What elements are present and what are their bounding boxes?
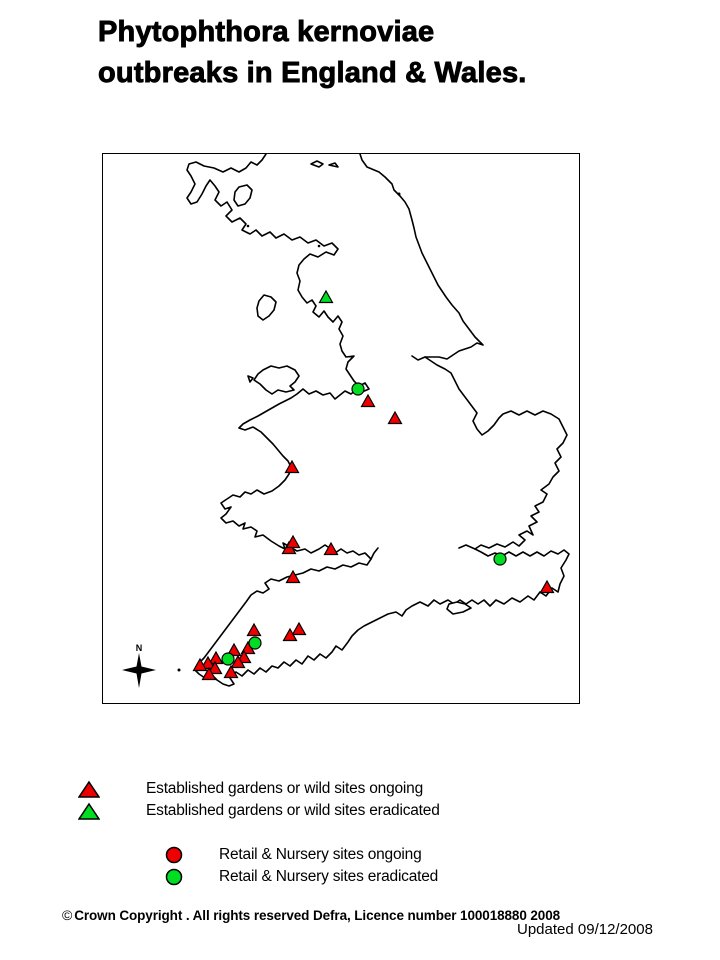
updated-date: Updated 09/12/2008 <box>517 921 653 938</box>
coastline <box>186 154 570 687</box>
legend-triangle-green-icon <box>78 802 100 820</box>
marker-triangle-ongoing <box>201 666 217 681</box>
marker-triangle-ongoing <box>291 621 307 636</box>
marker-triangle-ongoing <box>285 569 301 584</box>
marker-triangle-ongoing <box>282 627 298 642</box>
legend-label: Established gardens or wild sites ongoin… <box>146 780 423 797</box>
coastline-mainland <box>186 154 570 687</box>
legend-circle-red-icon <box>165 846 183 864</box>
holy-island <box>247 375 254 383</box>
marker-triangle-ongoing <box>200 655 216 670</box>
anglesey <box>253 365 300 395</box>
marker-triangle-ongoing <box>208 650 224 665</box>
map-frame: N <box>102 153 580 704</box>
marker-circle-eradicated <box>221 652 235 666</box>
legend-item-established-eradicated: Established gardens or wild sites eradic… <box>78 801 440 821</box>
marker-triangle-ongoing <box>246 622 262 637</box>
marker-triangle-ongoing <box>236 649 252 664</box>
island-dot <box>177 668 181 672</box>
marker-circle-eradicated <box>248 636 262 650</box>
legend-item-retail-ongoing: Retail & Nursery sites ongoing <box>163 845 422 865</box>
legend-circle-green-icon <box>165 868 183 886</box>
map-svg: N <box>122 154 570 688</box>
humber-river <box>411 355 426 361</box>
marker-triangle-eradicated <box>318 289 334 304</box>
legend-triangle-red-icon <box>78 780 100 798</box>
copyright-icon: © <box>62 907 73 923</box>
copyright-line: © Crown Copyright . All rights reserved D… <box>62 907 560 923</box>
island-dot <box>246 224 250 228</box>
marker-triangle-ongoing <box>192 657 208 672</box>
forth-coast-fragment <box>310 160 339 168</box>
title-line-1: Phytophthora kernoviae <box>98 16 435 49</box>
marker-triangle-ongoing <box>223 664 239 679</box>
marker-triangle-ongoing <box>230 654 246 669</box>
legend-label: Retail & Nursery sites eradicated <box>219 868 439 885</box>
page-title: Phytophthora kernoviae outbreaks in Engla… <box>98 12 527 94</box>
legend-label: Retail & Nursery sites ongoing <box>219 846 422 863</box>
small-islands <box>177 192 401 672</box>
map-markers <box>192 289 555 681</box>
island-dot <box>317 244 321 248</box>
marker-triangle-ongoing <box>360 393 376 408</box>
compass-north-label: N <box>136 643 143 653</box>
compass-rose: N <box>122 643 156 688</box>
island-dot <box>397 192 401 196</box>
marker-circle-eradicated <box>351 382 365 396</box>
legend-label: Established gardens or wild sites eradic… <box>146 802 440 819</box>
marker-triangle-ongoing <box>539 579 555 594</box>
isle-of-man <box>256 294 277 321</box>
title-line-2: outbreaks in England & Wales. <box>98 57 527 90</box>
legend-item-established-ongoing: Established gardens or wild sites ongoin… <box>78 779 423 799</box>
scottish-loch <box>233 184 253 207</box>
marker-triangle-ongoing <box>226 642 242 657</box>
marker-triangle-ongoing <box>387 410 403 425</box>
severn-river <box>370 547 379 560</box>
copyright-text: Crown Copyright . All rights reserved De… <box>74 908 561 923</box>
marker-triangle-ongoing <box>323 541 339 556</box>
isle-of-wight <box>446 601 472 615</box>
legend-item-retail-eradicated: Retail & Nursery sites eradicated <box>163 867 438 887</box>
compass-star <box>122 653 156 688</box>
marker-triangle-ongoing <box>284 459 300 474</box>
marker-circle-eradicated <box>493 552 507 566</box>
marker-triangle-ongoing <box>285 534 301 549</box>
marker-triangle-ongoing <box>207 660 223 675</box>
thames-river <box>458 544 476 550</box>
